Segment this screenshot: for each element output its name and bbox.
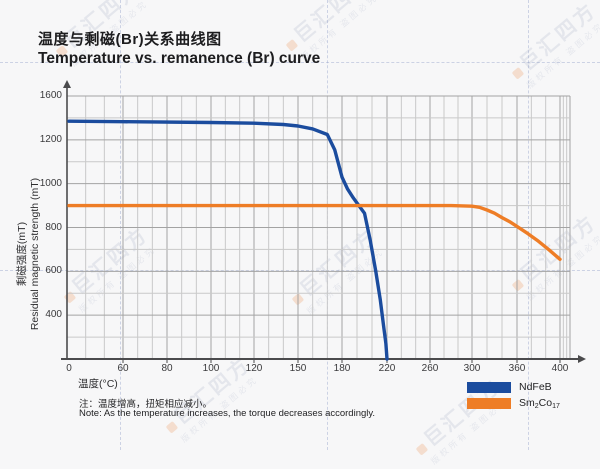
x-tick-label: 120	[245, 363, 263, 374]
chart-title-zh: 温度与剩磁(Br)关系曲线图	[38, 31, 222, 48]
legend: NdFeB Sm2Co17	[467, 381, 560, 413]
legend-swatch-ndfeb	[467, 381, 511, 393]
y-tick-label: 1600	[39, 90, 62, 101]
x-tick-label: 360	[508, 363, 526, 374]
x-tick-label: 260	[421, 363, 439, 374]
x-tick-label: 150	[289, 363, 307, 374]
legend-label-ndfeb: NdFeB	[519, 381, 552, 393]
x-tick-label: 180	[333, 363, 351, 374]
x-tick-label: 0	[66, 363, 72, 374]
legend-label-sm2co17: Sm2Co17	[519, 396, 560, 410]
x-tick-label: 80	[161, 363, 173, 374]
background-dashed-line	[120, 0, 121, 450]
y-axis-label-en: Residual magnetic strength (mT)	[29, 177, 41, 331]
background-dashed-line	[0, 62, 600, 63]
legend-swatch-sm2co17	[467, 397, 511, 409]
x-axis-label: 温度(°C)	[78, 378, 118, 390]
x-axis-arrow-icon	[578, 355, 586, 363]
background-dashed-line	[528, 0, 529, 450]
x-tick-label: 60	[117, 363, 129, 374]
background-dashed-line	[0, 270, 600, 271]
x-tick-label: 220	[378, 363, 396, 374]
y-tick-label: 1200	[39, 133, 62, 145]
chart-canvas	[61, 80, 586, 363]
legend-item-ndfeb: NdFeB	[467, 381, 560, 393]
legend-item-sm2co17: Sm2Co17	[467, 396, 560, 410]
ndfeb-curve	[67, 119, 389, 361]
note-en: Note: As the temperature increases, the …	[79, 408, 376, 419]
y-tick-label: 1000	[39, 177, 62, 189]
chart-title-en: Temperature vs. remanence (Br) curve	[38, 50, 321, 67]
y-axis-label: 剩磁强度(mT) Residual magnetic strength (mT)	[16, 139, 46, 369]
x-tick-label: 300	[463, 363, 481, 374]
x-tick-label: 100	[202, 363, 220, 374]
y-axis-arrow-icon	[63, 80, 71, 88]
y-tick-label: 400	[45, 309, 62, 321]
y-tick-label: 800	[45, 221, 62, 233]
sm2co17-curve	[67, 203, 562, 261]
note-zh: 注：温度增高，扭矩相应减小。	[79, 399, 213, 410]
y-axis-label-zh: 剩磁强度(mT)	[16, 221, 28, 287]
y-tick-label: 600	[45, 265, 62, 277]
x-tick-label: 400	[551, 363, 569, 374]
